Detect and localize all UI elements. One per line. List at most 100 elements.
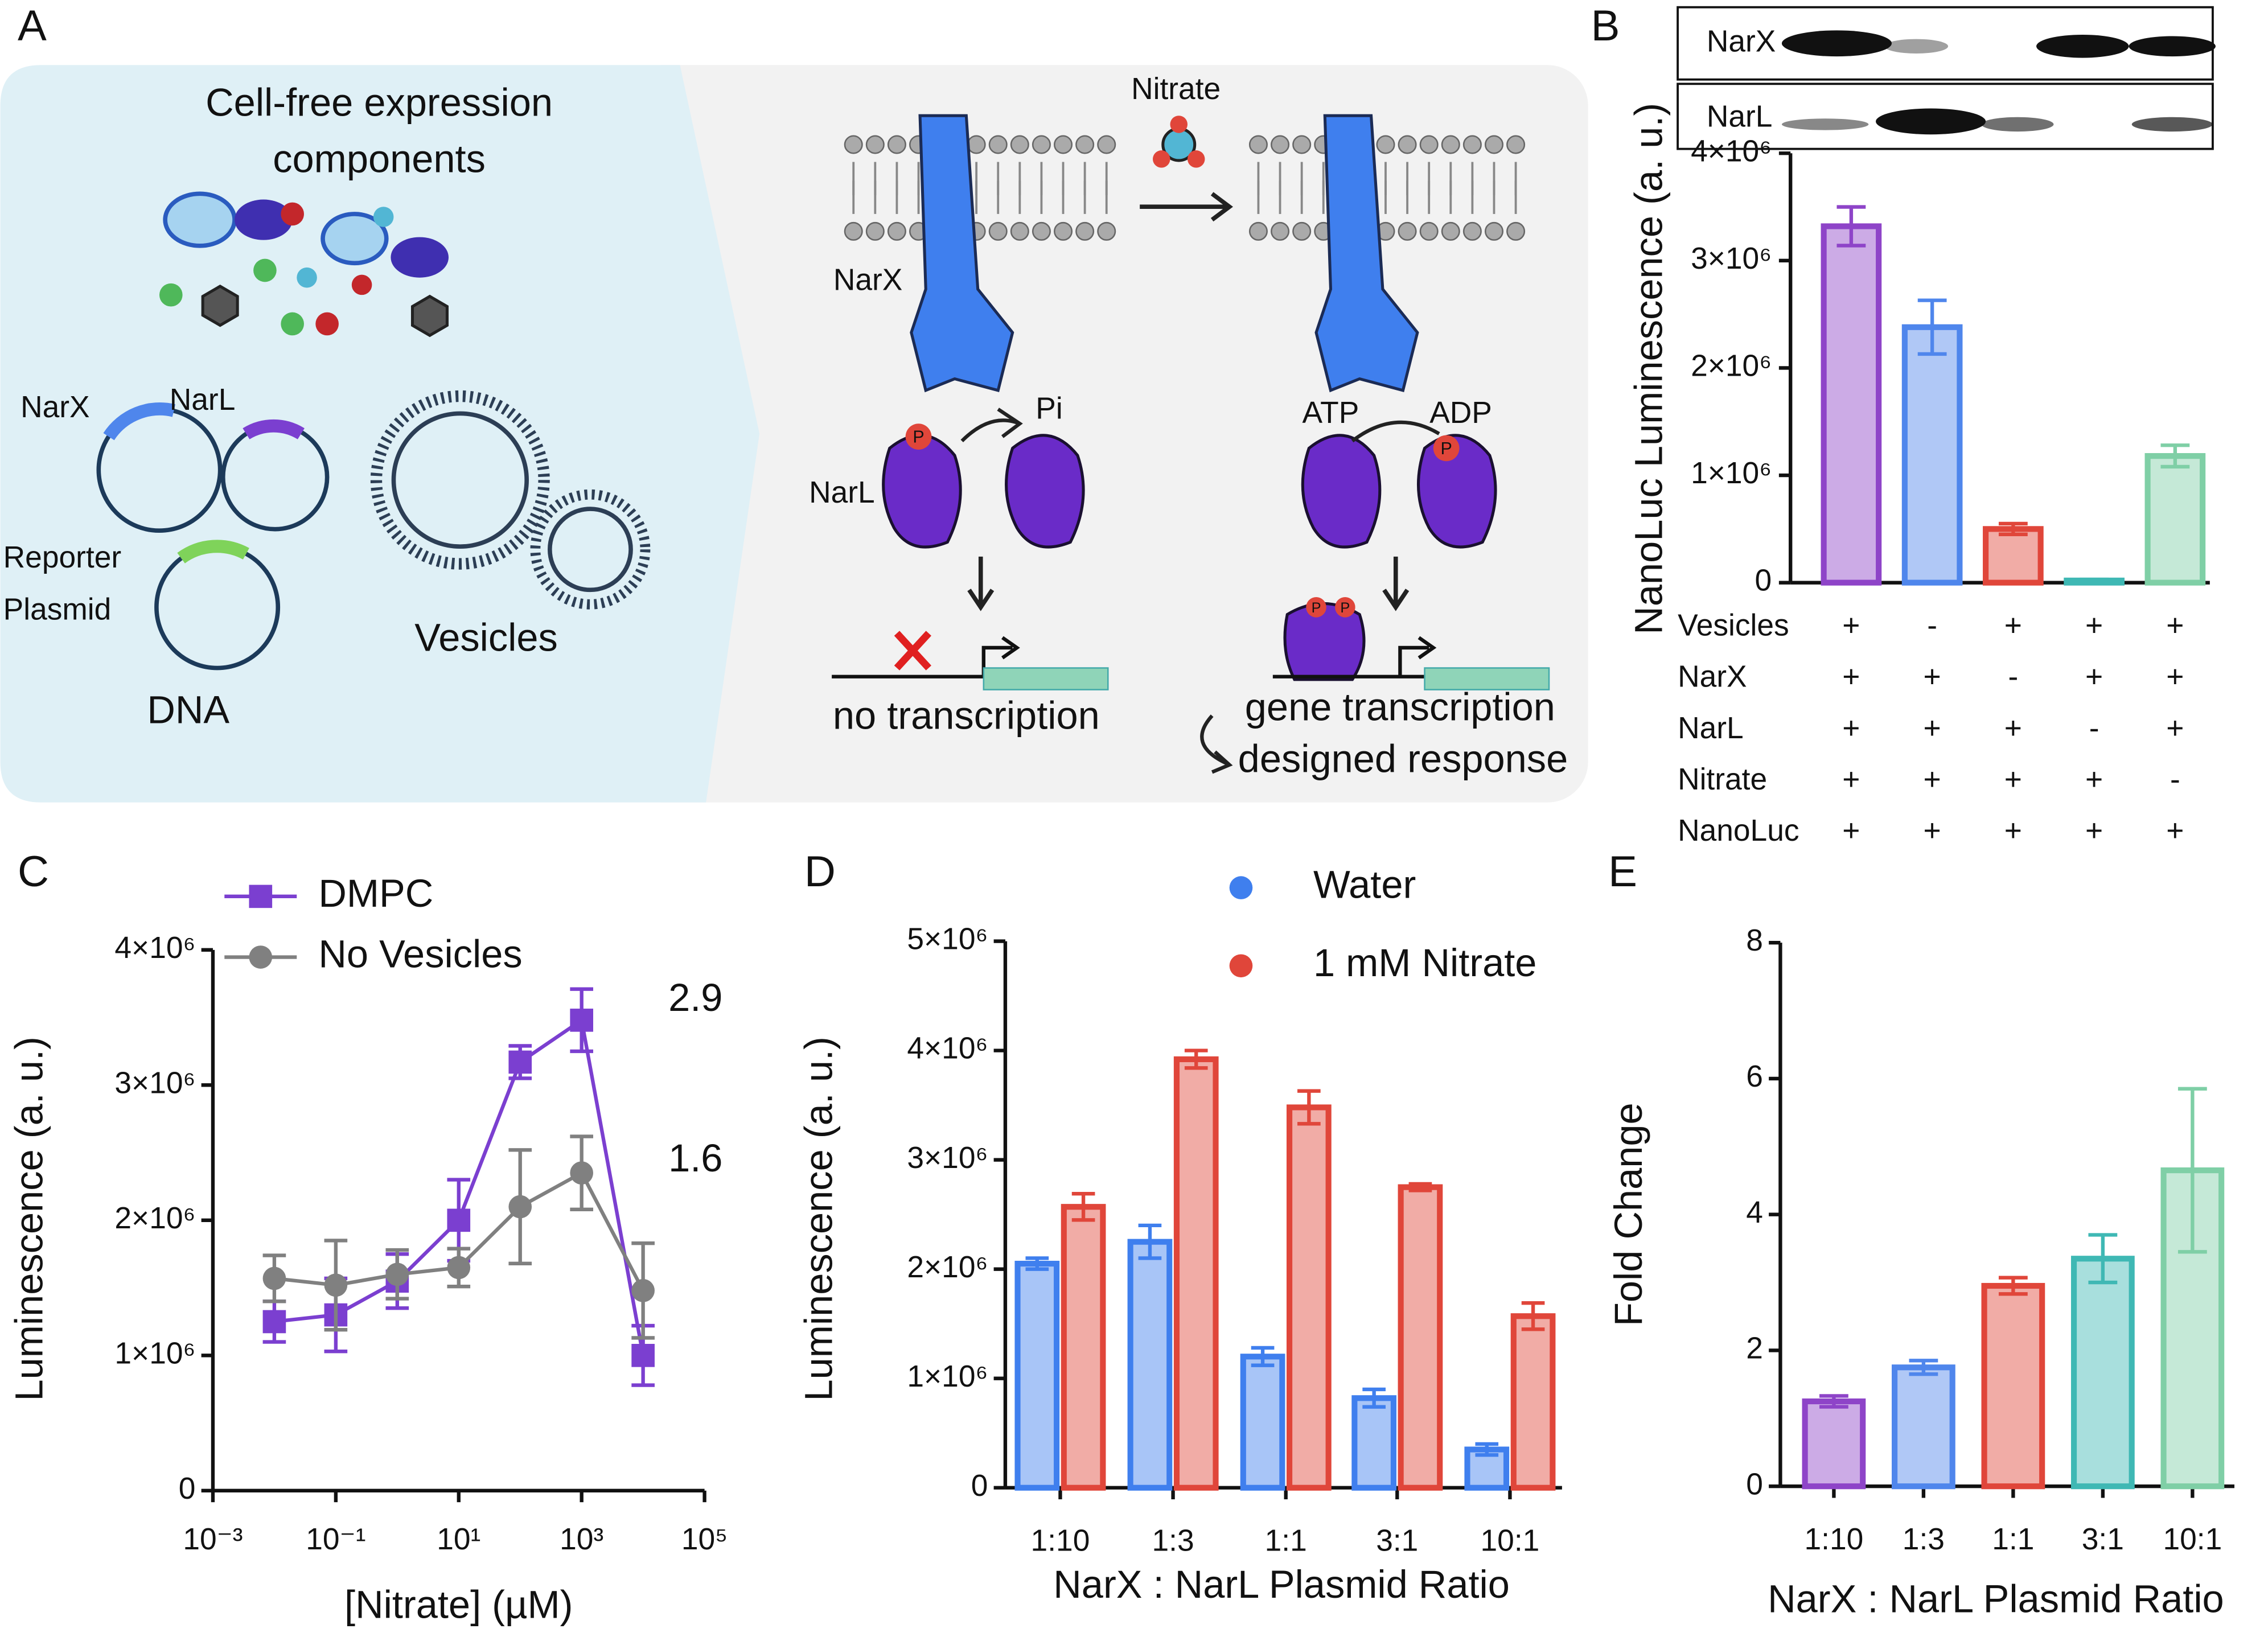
condition-value: -	[1927, 608, 1937, 642]
y-tick-label: 2×10⁶	[907, 1251, 988, 1284]
components-title: components	[273, 137, 486, 181]
condition-name: Nitrate	[1678, 763, 1767, 796]
bar	[1173, 1056, 1219, 1491]
marker	[262, 1310, 286, 1334]
condition-value: -	[2008, 660, 2018, 694]
condition-value: +	[1842, 763, 1860, 796]
condition-value: +	[1924, 763, 1941, 796]
x-tick-label: 1:3	[1903, 1523, 1945, 1556]
lipid-head	[1292, 221, 1312, 241]
y-tick-label: 3×10⁶	[907, 1141, 988, 1175]
condition-value: +	[2004, 763, 2022, 796]
error-bar	[1408, 1182, 1432, 1192]
y-tick-label: 0	[1755, 564, 1772, 598]
x-tick-label: 10³	[560, 1523, 603, 1556]
condition-value: +	[2085, 763, 2103, 796]
phospho-label: P	[1440, 439, 1452, 458]
y-tick-label: 4×10⁶	[907, 1032, 988, 1066]
panel-label: C	[18, 848, 49, 896]
error-bar	[1521, 1301, 1545, 1331]
regulator-label: NarL	[809, 476, 875, 509]
phospho-label: P	[913, 427, 924, 447]
x-tick-label: 10⁻¹	[306, 1523, 365, 1556]
plasmid-label: Reporter	[3, 541, 121, 574]
lipid-head	[1097, 221, 1116, 241]
adp-label: ADP	[1429, 396, 1492, 430]
x-tick-label: 1:1	[1992, 1523, 2034, 1556]
lipid-head	[1484, 135, 1503, 154]
error-bar	[2088, 1233, 2118, 1285]
y-tick-label: 0	[179, 1472, 196, 1506]
lipid-head	[1398, 135, 1417, 154]
vesicles-label: Vesicles	[414, 615, 558, 659]
gene	[983, 667, 1109, 690]
lipid-head	[1506, 135, 1526, 154]
error-bar	[1138, 1223, 1162, 1260]
lipid-head	[865, 135, 885, 154]
legend-label: Water	[1313, 863, 1416, 907]
x-axis-label: [Nitrate] (µM)	[344, 1583, 573, 1627]
y-tick-label: 8	[1746, 924, 1763, 957]
arrow	[960, 408, 1023, 442]
lipid-head	[1075, 135, 1095, 154]
legend-label: No Vesicles	[318, 932, 522, 976]
components-icons	[159, 191, 449, 338]
lipid-head	[1032, 135, 1051, 154]
condition-name: NarX	[1678, 660, 1747, 694]
lipid-head	[1398, 221, 1417, 241]
lipid-head	[1462, 135, 1482, 154]
error-bar	[1251, 1346, 1275, 1367]
y-tick-label: 0	[971, 1469, 988, 1503]
condition-value: +	[2166, 814, 2184, 848]
pi-label: Pi	[1036, 392, 1062, 425]
y-tick-label: 2×10⁶	[1691, 349, 1772, 383]
x-axis-label: NarX : NarL Plasmid Ratio	[1053, 1562, 1510, 1606]
error-bar	[1297, 1089, 1321, 1126]
legend-marker	[1229, 876, 1253, 899]
lipid-head	[1097, 135, 1116, 154]
lipid-head	[844, 135, 863, 154]
lipid-head	[1010, 221, 1029, 241]
marker	[447, 1256, 471, 1280]
condition-value: +	[1842, 814, 1860, 848]
bar	[1014, 1261, 1060, 1491]
receptor-label: NarX	[833, 263, 903, 297]
lipid-head	[1506, 221, 1526, 241]
condition-name: Vesicles	[1678, 608, 1789, 642]
lipid-head	[1419, 221, 1439, 241]
error-bar	[2160, 443, 2190, 469]
condition-name: NanoLuc	[1678, 814, 1799, 848]
lipid-head	[1419, 135, 1439, 154]
marker	[570, 1009, 594, 1032]
bar	[1061, 1204, 1106, 1491]
on-label: designed response	[1238, 737, 1568, 781]
lipid-head	[988, 135, 1008, 154]
nitrate-icon	[1153, 116, 1205, 168]
marker	[508, 1050, 532, 1074]
y-tick-label: 1×10⁶	[1691, 456, 1772, 490]
arrow	[1200, 714, 1233, 774]
condition-value: +	[2085, 660, 2103, 694]
y-tick-label: 3×10⁶	[114, 1066, 195, 1100]
blot-bands	[1781, 30, 2216, 135]
bar	[1127, 1239, 1173, 1491]
marker	[631, 1344, 655, 1367]
x-tick-label: 3:1	[2082, 1523, 2124, 1556]
block-mark	[894, 631, 931, 671]
marker	[631, 1279, 655, 1302]
atp-label: ATP	[1303, 396, 1359, 430]
components-title: Cell-free expression	[206, 81, 553, 125]
x-axis-label: NarX : NarL Plasmid Ratio	[1768, 1577, 2224, 1621]
bar	[2144, 453, 2206, 586]
condition-value: +	[2085, 608, 2103, 642]
y-tick-label: 3×10⁶	[1691, 242, 1772, 275]
condition-value: +	[2085, 814, 2103, 848]
condition-value: +	[2166, 711, 2184, 745]
marker	[262, 1266, 286, 1290]
lipid-head	[1441, 135, 1460, 154]
condition-value: +	[1924, 814, 1941, 848]
phospho	[905, 423, 1460, 618]
panel-label: E	[1608, 848, 1637, 896]
plasmid-label: NarX	[20, 390, 90, 424]
x-tick-label: 1:1	[1265, 1524, 1307, 1557]
